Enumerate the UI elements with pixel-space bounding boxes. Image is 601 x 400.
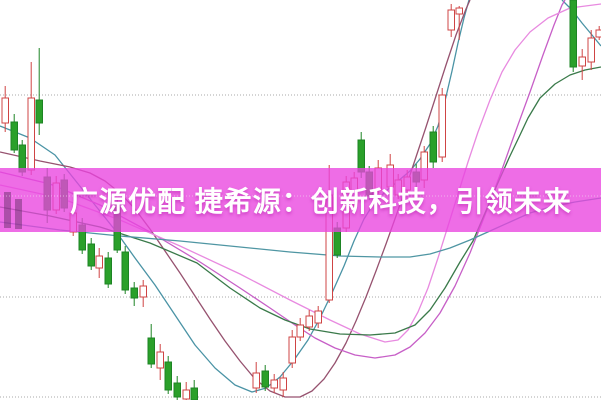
candle-body [156,351,164,369]
candle-body [279,377,287,391]
candle-body [130,287,138,299]
candle-body [429,131,437,163]
candle-body [447,9,455,31]
ma-dark-green [0,66,601,336]
candle-body [104,257,112,285]
candle-body [1,97,9,124]
ma-orchid [0,0,566,359]
candle-body [595,29,601,38]
candle-body [578,56,586,67]
candle-body [164,361,172,391]
ma-violet [0,3,601,343]
candle-body [305,315,313,328]
candle-body [35,99,43,124]
candle-body [587,37,595,63]
candle-body [27,97,35,171]
banner-decor-bar [4,192,11,228]
candle-body [261,370,269,388]
candle-body [147,337,155,365]
candle-body [95,255,103,269]
candle-body [333,227,341,256]
candle-body [18,144,26,173]
candle-body [121,251,129,291]
candle-body [296,324,304,338]
candle-body [173,382,181,398]
candle-body [438,94,446,158]
promo-banner [0,168,601,232]
candle-body [270,379,278,389]
banner-decor-bar [15,199,22,229]
candle-body [288,336,296,364]
candle-body [455,7,463,15]
candle-body [314,310,322,324]
candle-body [357,139,365,173]
candle-body [252,372,260,389]
candle-body [182,389,190,400]
candle-body [87,243,95,267]
candle-body [139,285,147,298]
candle-body [190,387,198,400]
candle-body [569,0,577,68]
candle-body [10,121,18,151]
